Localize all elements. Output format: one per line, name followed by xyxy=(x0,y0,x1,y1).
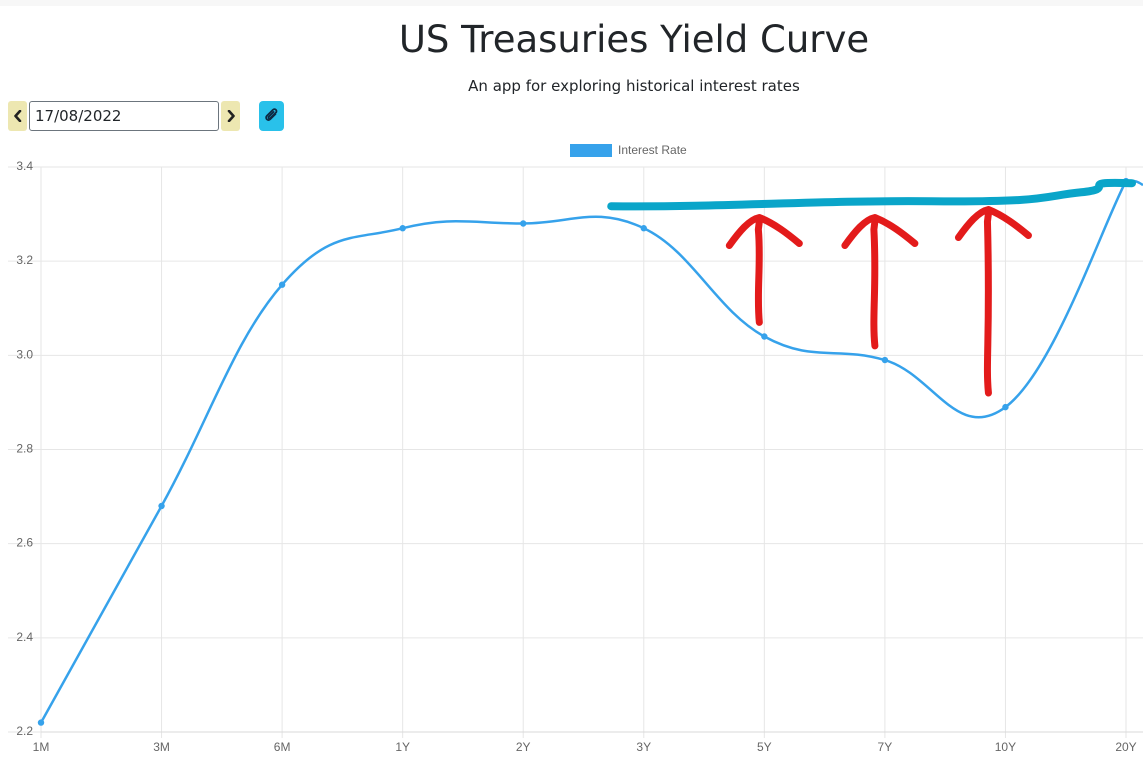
y-tick-label: 3.0 xyxy=(16,347,33,361)
x-tick-label: 3M xyxy=(153,740,170,754)
chart-legend: Interest Rate xyxy=(570,143,687,157)
x-tick-label: 6M xyxy=(274,740,291,754)
page-title: US Treasuries Yield Curve xyxy=(398,18,870,61)
x-tick-label: 7Y xyxy=(878,740,893,754)
data-point-1y xyxy=(399,225,406,232)
page-subtitle: An app for exploring historical interest… xyxy=(468,77,800,95)
x-tick-label: 1Y xyxy=(395,740,410,754)
date-input[interactable] xyxy=(29,101,219,131)
annotation-arrow-head xyxy=(725,214,803,249)
x-tick-label: 1M xyxy=(33,740,50,754)
legend-label: Interest Rate xyxy=(618,143,687,157)
x-tick-label: 2Y xyxy=(516,740,531,754)
chart-grid xyxy=(8,166,1143,738)
data-point-3m xyxy=(158,502,165,510)
data-point-6m xyxy=(278,281,286,288)
previous-date-button[interactable] xyxy=(8,101,27,131)
x-tick-label: 20Y xyxy=(1115,740,1136,754)
annotation-arrow-head xyxy=(841,214,919,249)
data-points xyxy=(37,177,1130,726)
annotation-line xyxy=(607,178,1136,211)
chevron-left-icon xyxy=(13,110,21,122)
data-point-2y xyxy=(520,220,527,227)
data-point-5y xyxy=(761,333,768,340)
next-date-button[interactable] xyxy=(221,101,240,131)
data-point-3y xyxy=(640,225,647,232)
yield-curve-chart: 2.2 2.4 2.6 2.8 3.0 3.2 3.4 1M 3M 6M 1Y 2Y 3Y 5Y 7Y 10… xyxy=(8,143,1143,754)
series-line-interest-rate xyxy=(39,179,1143,724)
chevron-right-icon xyxy=(227,110,235,122)
x-tick-label: 10Y xyxy=(995,740,1016,754)
y-tick-label: 3.4 xyxy=(16,159,33,173)
x-axis-ticks: 1M 3M 6M 1Y 2Y 3Y 5Y 7Y 10Y 20Y xyxy=(33,740,1137,754)
y-tick-label: 2.4 xyxy=(16,630,33,644)
top-bar xyxy=(0,0,1143,6)
legend-swatch xyxy=(570,144,612,157)
paperclip-icon xyxy=(264,108,277,121)
y-axis-ticks: 2.2 2.4 2.6 2.8 3.0 3.2 3.4 xyxy=(16,159,33,738)
data-point-1m xyxy=(37,719,45,726)
y-tick-label: 3.2 xyxy=(16,253,33,267)
annotation-arrow-shaft xyxy=(870,218,879,350)
annotation-arrow-shaft xyxy=(754,218,763,326)
y-tick-label: 2.2 xyxy=(16,724,33,738)
y-tick-label: 2.8 xyxy=(16,442,33,456)
annotation-arrow-head xyxy=(954,206,1032,241)
attach-button[interactable] xyxy=(259,101,284,131)
y-tick-label: 2.6 xyxy=(16,536,33,550)
x-tick-label: 5Y xyxy=(757,740,772,754)
hand-drawn-annotations xyxy=(607,178,1136,397)
annotation-arrow-shaft xyxy=(983,210,992,397)
data-point-7y xyxy=(881,356,889,364)
x-tick-label: 3Y xyxy=(636,740,651,754)
data-point-10y xyxy=(1002,403,1009,411)
